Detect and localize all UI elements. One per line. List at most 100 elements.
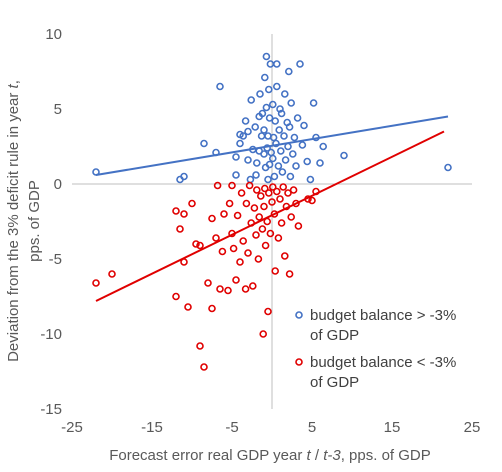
- data-point: [285, 270, 294, 278]
- data-point: [208, 304, 216, 313]
- data-point: [340, 151, 348, 160]
- legend-marker: [295, 311, 303, 319]
- data-point: [272, 82, 281, 91]
- data-point: [251, 123, 259, 131]
- data-point: [264, 175, 272, 184]
- data-point: [262, 103, 271, 112]
- data-point: [298, 141, 307, 149]
- data-point: [245, 181, 254, 190]
- data-point: [278, 168, 287, 176]
- data-point: [232, 171, 240, 179]
- data-point: [213, 181, 222, 190]
- data-point: [239, 237, 247, 245]
- data-point: [276, 195, 284, 203]
- data-point: [252, 231, 260, 239]
- data-point: [204, 279, 212, 287]
- data-point: [280, 90, 289, 98]
- data-point: [270, 172, 279, 181]
- data-point: [268, 100, 277, 109]
- data-point: [306, 175, 315, 184]
- data-point: [288, 150, 297, 158]
- data-point: [275, 126, 284, 134]
- y-tick-label: 0: [54, 176, 62, 193]
- data-point: [212, 234, 220, 242]
- data-point: [304, 195, 312, 203]
- data-point: [269, 133, 278, 142]
- label-fragment: Deviation from the 3% deficit rule in ye…: [5, 88, 22, 361]
- data-point: [216, 285, 224, 293]
- data-point: [267, 148, 276, 157]
- data-point: [172, 207, 180, 215]
- y-axis-label-line2: pps. of GDP: [26, 180, 43, 262]
- data-point: [180, 210, 188, 218]
- data-point: [263, 217, 272, 226]
- data-point: [252, 171, 260, 179]
- label-fragment: t-3: [323, 447, 341, 464]
- data-point: [258, 109, 267, 118]
- label-fragment: Forecast error real GDP year: [109, 447, 306, 464]
- x-tick-label: -5: [225, 419, 238, 436]
- data-point: [239, 132, 247, 140]
- x-tick-label: -15: [141, 419, 163, 436]
- data-point: [220, 210, 228, 218]
- data-point: [108, 270, 116, 278]
- y-tick-label: -10: [40, 326, 62, 343]
- trendline: [95, 130, 445, 302]
- data-point: [272, 139, 280, 148]
- data-point: [236, 258, 244, 266]
- y-tick-labels: 10 5 0 -5 -10 -15: [40, 26, 62, 418]
- data-point: [268, 198, 276, 206]
- label-fragment: t: [5, 83, 22, 88]
- data-point: [271, 267, 280, 275]
- x-tick-label: -25: [61, 419, 83, 436]
- data-point: [312, 133, 320, 142]
- data-point: [250, 204, 259, 212]
- label-fragment: ,: [5, 80, 22, 84]
- data-point: [184, 303, 192, 311]
- data-point: [237, 189, 246, 197]
- data-point: [188, 199, 196, 208]
- data-point: [208, 214, 216, 223]
- data-point: [287, 99, 296, 107]
- data-point: [271, 117, 280, 125]
- data-point: [290, 133, 299, 142]
- data-point: [296, 60, 304, 68]
- data-point: [280, 252, 289, 260]
- data-point: [277, 219, 286, 227]
- y-tick-label: -5: [49, 251, 62, 268]
- data-point: [300, 121, 308, 130]
- data-point: [212, 148, 220, 157]
- data-point: [284, 142, 292, 151]
- data-point: [319, 142, 328, 151]
- data-point: [192, 240, 200, 248]
- data-point: [280, 132, 288, 140]
- x-tick-label: 5: [308, 419, 316, 436]
- data-point: [264, 85, 273, 94]
- x-axis-label: Forecast error real GDP year t / t-3, pp…: [109, 447, 431, 464]
- data-point: [225, 199, 234, 208]
- data-point: [242, 199, 251, 208]
- data-point: [241, 117, 250, 125]
- data-points: [92, 52, 452, 371]
- data-point: [268, 183, 277, 191]
- data-point: [258, 225, 267, 233]
- data-point: [200, 363, 208, 371]
- data-point: [229, 244, 238, 253]
- legend-label: of GDP: [310, 327, 359, 344]
- data-point: [303, 157, 312, 166]
- label-fragment: , pps. of GDP: [341, 447, 431, 464]
- data-point: [287, 213, 296, 221]
- legend: budget balance > -3% of GDP budget balance…: [295, 307, 456, 391]
- data-point: [279, 183, 288, 191]
- data-point: [286, 172, 295, 181]
- legend-marker: [295, 358, 303, 366]
- data-point: [265, 114, 274, 122]
- data-point: [236, 139, 244, 148]
- data-point: [260, 150, 268, 158]
- data-point: [293, 114, 302, 122]
- data-point: [244, 249, 252, 257]
- data-point: [249, 282, 257, 290]
- data-point: [276, 105, 284, 113]
- data-point: [180, 172, 188, 181]
